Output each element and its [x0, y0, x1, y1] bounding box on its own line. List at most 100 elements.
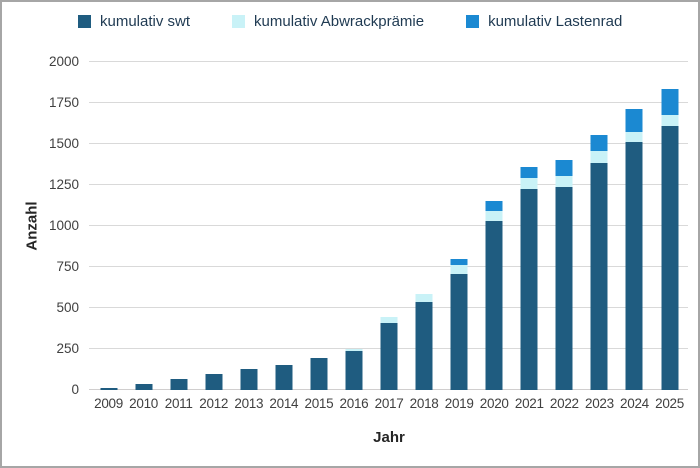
bar-stack-2017 [380, 317, 398, 390]
y-tick-label: 1750 [48, 95, 79, 110]
bar-segment-kumulativ-abwrackprämie-2016 [345, 349, 363, 352]
legend-item-2: kumulativ Abwrackprämie [232, 13, 424, 30]
bar-slot-2017 [372, 62, 407, 390]
bar-segment-kumulativ-lastenrad-2023 [590, 135, 608, 152]
bar-slot-2022 [547, 62, 582, 390]
legend-label: kumulativ swt [100, 13, 191, 30]
bar-segment-kumulativ-abwrackprämie-2023 [590, 151, 608, 163]
x-tick-label: 2014 [269, 396, 299, 411]
bar-stack-2024 [625, 108, 643, 390]
bar-stack-2020 [485, 200, 503, 390]
x-tick-label: 2012 [199, 396, 229, 411]
x-tick-label: 2015 [304, 396, 334, 411]
bar-segment-kumulativ-swt-2023 [590, 162, 608, 390]
x-tick-label: 2013 [234, 396, 264, 411]
gridline-1250 [89, 184, 688, 185]
bar-stack-2022 [555, 160, 573, 390]
bar-segment-kumulativ-swt-2013 [240, 368, 258, 390]
bar-slot-2015 [301, 62, 336, 390]
gridline-1500 [89, 143, 688, 144]
bar-segment-kumulativ-abwrackprämie-2024 [625, 131, 643, 142]
bar-slot-2024 [617, 62, 652, 390]
bar-stack-2016 [345, 349, 363, 390]
bars-container [91, 62, 687, 390]
bar-slot-2014 [266, 62, 301, 390]
x-tick-label: 2018 [409, 396, 439, 411]
bar-slot-2021 [512, 62, 547, 390]
bar-slot-2018 [407, 62, 442, 390]
bar-segment-kumulativ-lastenrad-2020 [485, 200, 503, 212]
bar-stack-2025 [661, 89, 679, 390]
legend-label: kumulativ Abwrackprämie [254, 13, 425, 30]
bar-slot-2012 [196, 62, 231, 390]
bar-segment-kumulativ-swt-2010 [135, 384, 153, 390]
bar-slot-2016 [336, 62, 371, 390]
bar-stack-2021 [520, 166, 538, 390]
legend-swatch-icon [78, 15, 91, 28]
bar-stack-2012 [205, 373, 223, 390]
bar-segment-kumulativ-abwrackprämie-2019 [450, 265, 468, 275]
y-tick-label: 2000 [48, 54, 79, 69]
x-tick-label: 2010 [129, 396, 159, 411]
bar-segment-kumulativ-abwrackprämie-2025 [661, 115, 679, 126]
bar-segment-kumulativ-swt-2020 [485, 221, 503, 390]
bar-stack-2019 [450, 258, 468, 390]
x-tick-label: 2022 [549, 396, 579, 411]
bar-segment-kumulativ-swt-2012 [205, 373, 223, 390]
y-tick-label: 0 [71, 382, 79, 397]
bar-slot-2009 [91, 62, 126, 390]
chart-legend: kumulativ swt kumulativ Abwrackprämie kumu… [78, 13, 622, 30]
bar-slot-2010 [126, 62, 161, 390]
bar-segment-kumulativ-abwrackprämie-2020 [485, 211, 503, 222]
y-tick-label: 750 [56, 259, 79, 274]
x-axis-title: Jahr [373, 429, 405, 446]
legend-item-1: kumulativ swt [78, 13, 190, 30]
bar-segment-kumulativ-swt-2017 [380, 322, 398, 390]
bar-segment-kumulativ-lastenrad-2025 [661, 89, 679, 116]
x-tick-label: 2019 [444, 396, 474, 411]
bar-segment-kumulativ-swt-2014 [275, 365, 293, 390]
x-tick-label: 2024 [620, 396, 649, 411]
bar-segment-kumulativ-lastenrad-2022 [555, 160, 573, 176]
bar-segment-kumulativ-swt-2011 [170, 378, 188, 390]
plot-area [89, 61, 688, 390]
bar-segment-kumulativ-lastenrad-2024 [625, 108, 643, 132]
bar-slot-2011 [161, 62, 196, 390]
y-tick-label: 1500 [48, 136, 79, 151]
bar-stack-2023 [590, 135, 608, 390]
bar-segment-kumulativ-swt-2015 [310, 358, 328, 390]
bar-stack-2013 [240, 368, 258, 390]
bar-stack-2014 [275, 365, 293, 390]
bar-slot-2019 [442, 62, 477, 390]
bar-stack-2009 [100, 387, 118, 390]
x-tick-label: 2016 [339, 396, 369, 411]
bar-stack-2015 [310, 358, 328, 390]
bar-segment-kumulativ-lastenrad-2019 [450, 258, 468, 266]
bar-segment-kumulativ-swt-2009 [100, 387, 118, 390]
bar-segment-kumulativ-swt-2022 [555, 187, 573, 390]
bar-segment-kumulativ-swt-2019 [450, 274, 468, 390]
bar-stack-2011 [170, 378, 188, 390]
bar-segment-kumulativ-abwrackprämie-2022 [555, 176, 573, 188]
bar-segment-kumulativ-swt-2025 [661, 125, 679, 390]
gridline-1000 [89, 225, 688, 226]
legend-item-3: kumulativ Lastenrad [466, 13, 622, 30]
bar-segment-kumulativ-abwrackprämie-2021 [520, 178, 538, 190]
bar-slot-2025 [652, 62, 687, 390]
x-tick-label: 2025 [655, 396, 684, 411]
bar-slot-2013 [231, 62, 266, 390]
bar-segment-kumulativ-swt-2021 [520, 189, 538, 390]
gridline-750 [89, 266, 688, 267]
x-tick-label: 2011 [164, 396, 193, 411]
x-axis-tick-labels: 2009 2010 2011 2012 2013 2014 2015 2016 2017 2018… [91, 396, 687, 411]
gridline-2000 [89, 61, 688, 62]
x-tick-label: 2009 [94, 396, 123, 411]
legend-swatch-icon [466, 15, 480, 28]
bar-segment-kumulativ-abwrackprämie-2018 [415, 294, 433, 303]
x-tick-label: 2021 [514, 396, 544, 411]
bar-segment-kumulativ-abwrackprämie-2017 [380, 317, 398, 323]
bar-stack-2018 [415, 294, 433, 390]
y-tick-label: 500 [56, 300, 79, 315]
y-tick-label: 250 [56, 341, 79, 356]
